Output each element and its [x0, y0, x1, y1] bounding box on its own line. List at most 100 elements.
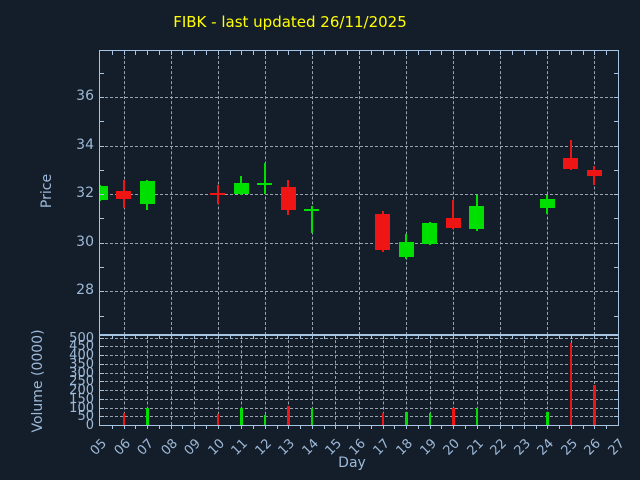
volume-tick-label: 500	[69, 330, 94, 346]
volume-gridline-v	[217, 335, 219, 425]
volume-tick-label: 400	[69, 348, 94, 364]
axis-tick	[488, 425, 490, 429]
candle-body	[257, 183, 273, 186]
axis-tick	[229, 425, 231, 429]
price-tick-label: 30	[76, 233, 94, 250]
candle-wick	[263, 162, 266, 195]
axis-tick	[135, 425, 137, 429]
volume-bar	[216, 413, 220, 425]
axis-tick	[453, 425, 455, 429]
volume-bar	[593, 384, 596, 425]
volume-tick-label: 100	[69, 400, 94, 416]
volume-gridline-v	[594, 335, 596, 425]
price-tick-label: 32	[76, 185, 94, 202]
volume-gridline-h	[100, 381, 618, 383]
volume-tick-label: 450	[69, 339, 94, 355]
price-gridline-v	[406, 51, 408, 335]
price-gridline-h	[100, 97, 618, 99]
candle-wick	[569, 139, 572, 170]
axis-tick	[441, 425, 443, 429]
volume-gridline-v	[123, 335, 125, 425]
volume-gridline-v	[382, 335, 384, 425]
candle-body	[375, 213, 391, 251]
price-gridline-v	[170, 51, 172, 335]
axis-tick	[570, 425, 572, 429]
x-tick-label: 09	[181, 436, 205, 459]
x-tick-label: 22	[487, 436, 511, 459]
volume-bar	[287, 405, 290, 425]
axis-tick	[323, 425, 325, 429]
volume-bar	[428, 412, 432, 425]
candle-body	[539, 199, 555, 208]
x-axis-label: Day	[338, 455, 366, 471]
x-tick-label: 07	[134, 436, 157, 459]
volume-bar	[240, 408, 243, 425]
volume-plot	[100, 335, 618, 425]
volume-bar	[263, 414, 267, 425]
price-gridline-h	[100, 242, 618, 244]
axis-tick	[547, 425, 549, 429]
axis-tick	[217, 425, 219, 429]
candle-body	[280, 186, 296, 210]
axis-tick	[241, 425, 243, 429]
x-tick-label: 27	[605, 436, 628, 459]
axis-tick	[594, 425, 596, 429]
axis-tick	[300, 425, 302, 429]
volume-tick-label: 50	[77, 409, 94, 425]
volume-gridline-v	[523, 335, 525, 425]
candle-body	[304, 208, 320, 211]
x-tick-label: 08	[158, 436, 181, 459]
axis-tick	[476, 425, 478, 429]
volume-gridline-h	[100, 346, 618, 348]
chart-title: FIBK - last updated 26/11/2025	[173, 13, 407, 31]
axis-tick	[370, 425, 372, 429]
axis-tick	[194, 425, 196, 429]
volume-gridline-v	[547, 335, 549, 425]
axis-tick	[347, 425, 349, 429]
candle-body	[469, 206, 485, 230]
axis-tick	[394, 425, 396, 429]
axis-tick	[500, 425, 502, 429]
axis-tick	[606, 425, 608, 429]
volume-tick-label: 250	[69, 374, 94, 390]
price-gridline-h	[100, 291, 618, 293]
price-tick-label: 36	[76, 88, 94, 105]
axis-tick	[382, 425, 384, 429]
candle-body	[398, 241, 414, 258]
volume-gridline-v	[359, 335, 360, 425]
candle-body	[563, 157, 579, 169]
axis-tick	[311, 425, 313, 429]
volume-bar	[381, 412, 385, 425]
axis-tick	[523, 425, 525, 429]
axis-tick	[429, 425, 431, 429]
volume-tick-label: 350	[69, 356, 94, 372]
axis-tick	[205, 425, 207, 429]
volume-tick-label: 0	[85, 418, 94, 433]
axis-tick	[264, 425, 266, 429]
volume-bar	[310, 408, 314, 425]
price-gridline-v	[311, 51, 313, 335]
axis-tick	[464, 425, 466, 429]
x-tick-label: 21	[464, 436, 487, 459]
volume-axis-label: Volume (0000)	[30, 329, 46, 433]
volume-gridline-h	[100, 337, 618, 339]
price-gridline-h	[100, 194, 618, 196]
volume-bar	[546, 411, 549, 425]
candle-wick	[452, 200, 455, 230]
x-tick-label: 26	[582, 436, 605, 459]
volume-gridline-v	[311, 335, 313, 425]
volume-gridline-h	[100, 416, 618, 418]
volume-bar	[569, 342, 573, 425]
volume-gridline-v	[194, 335, 196, 425]
volume-gridline-v	[476, 335, 478, 425]
axis-tick	[158, 425, 160, 429]
candle-wick	[310, 206, 313, 234]
volume-bar	[475, 408, 479, 425]
x-tick-label: 25	[558, 436, 581, 459]
axis-tick	[559, 425, 561, 429]
candle-body	[233, 183, 249, 195]
axis-tick	[582, 425, 584, 429]
volume-bar	[452, 407, 455, 425]
price-axis-label: Price	[39, 173, 55, 209]
